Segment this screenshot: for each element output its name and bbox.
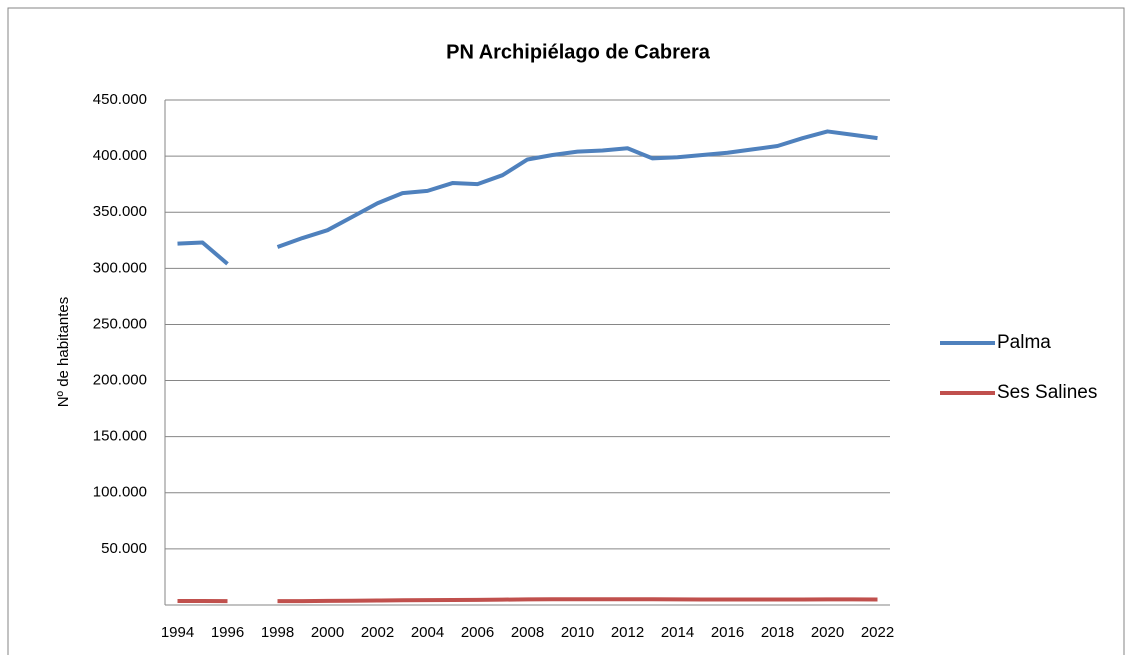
x-tick-label: 2022 bbox=[861, 624, 894, 641]
y-tick-label: 450.000 bbox=[93, 91, 147, 108]
x-tick-label: 2002 bbox=[361, 624, 394, 641]
x-tick-label: 2020 bbox=[811, 624, 844, 641]
x-tick-label: 2010 bbox=[561, 624, 594, 641]
y-tick-label: 200.000 bbox=[93, 372, 147, 389]
x-tick-label: 2016 bbox=[711, 624, 744, 641]
x-tick-label: 1998 bbox=[261, 624, 294, 641]
y-tick-label: 300.000 bbox=[93, 259, 147, 276]
x-tick-label: 2014 bbox=[661, 624, 694, 641]
x-tick-label: 2008 bbox=[511, 624, 544, 641]
x-tick-label: 2000 bbox=[311, 624, 344, 641]
y-tick-label: 400.000 bbox=[93, 147, 147, 164]
legend-label: Palma bbox=[997, 332, 1051, 353]
legend-label: Ses Salines bbox=[997, 382, 1097, 403]
chart-border bbox=[7, 7, 1125, 655]
y-tick-label: 100.000 bbox=[93, 484, 147, 501]
y-tick-label: 50.000 bbox=[101, 540, 147, 557]
x-tick-label: 2012 bbox=[611, 624, 644, 641]
chart-title: PN Archipiélago de Cabrera bbox=[446, 41, 711, 63]
y-axis-label: Nº de habitantes bbox=[55, 297, 72, 408]
series-line bbox=[177, 597, 878, 604]
series-line bbox=[177, 129, 878, 266]
x-tick-label: 2018 bbox=[761, 624, 794, 641]
x-tick-label: 2006 bbox=[461, 624, 494, 641]
x-tick-label: 2004 bbox=[411, 624, 444, 641]
y-tick-label: 350.000 bbox=[93, 203, 147, 220]
y-tick-label: 250.000 bbox=[93, 315, 147, 332]
x-tick-label: 1996 bbox=[211, 624, 244, 641]
x-tick-label: 1994 bbox=[161, 624, 194, 641]
y-tick-label: 150.000 bbox=[93, 428, 147, 445]
